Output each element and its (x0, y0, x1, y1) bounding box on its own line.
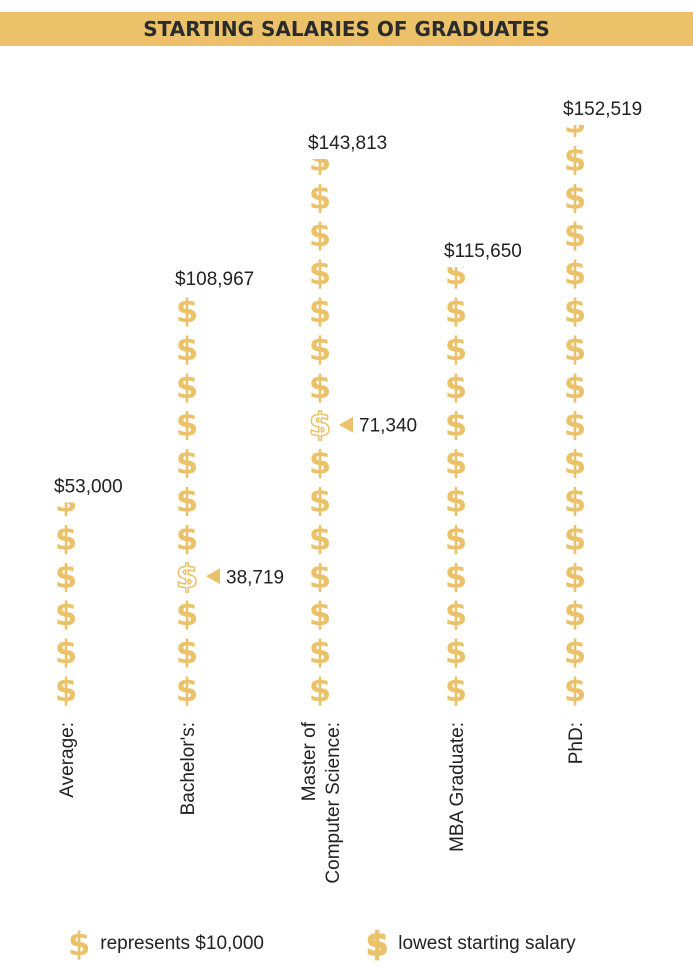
dollar-mark: $ (309, 557, 331, 595)
lowest-salary-label: 38,719 (226, 567, 284, 588)
dollar-mark: $ (176, 519, 198, 557)
dollar-mark: $ (55, 595, 77, 633)
dollar-mark: $ (445, 557, 467, 595)
dollar-mark: $ (564, 444, 586, 482)
title-bar: STARTING SALARIES OF GRADUATES (0, 12, 693, 46)
chart-title: STARTING SALARIES OF GRADUATES (143, 17, 550, 41)
value-label: $152,519 (563, 99, 642, 120)
lowest-salary-arrow (206, 568, 220, 585)
partial-dollar-mark: $ (564, 103, 586, 141)
dollar-mark: $ (55, 633, 77, 671)
value-label: $115,650 (444, 241, 522, 262)
partial-dollar-mark: $ (55, 482, 77, 520)
dollar-mark: $ (55, 557, 77, 595)
legend-unit-label: represents $10,000 (100, 933, 264, 954)
lowest-salary-label: 71,340 (359, 416, 417, 437)
dollar-mark: $ (445, 444, 467, 482)
value-label: $143,813 (308, 133, 387, 154)
category-label: MBA Graduate: (447, 722, 468, 852)
partial-dollar-mark: $ (445, 254, 467, 292)
category-label: PhD: (566, 722, 587, 764)
dollar-mark: $ (309, 330, 331, 368)
partial-dollar-mark: $ (309, 140, 331, 178)
dollar-mark: $ (564, 633, 586, 671)
value-label: $108,967 (175, 269, 254, 290)
lowest-salary-marker: $ (176, 557, 198, 595)
lowest-salary-marker: $ (309, 406, 331, 444)
dollar-mark: $ (309, 444, 331, 482)
dollar-mark: $ (445, 671, 467, 709)
dollar-mark: $ (445, 368, 467, 406)
dollar-mark: $ (445, 330, 467, 368)
dollar-mark: $ (176, 595, 198, 633)
dollar-mark: $ (309, 482, 331, 520)
dollar-mark: $ (176, 330, 198, 368)
dollar-mark: $ (176, 482, 198, 520)
dollar-mark: $ (309, 216, 331, 254)
category-label: Master of Computer Science: (299, 721, 344, 883)
dollar-mark: $ (445, 519, 467, 557)
dollar-mark: $ (564, 595, 586, 633)
outline-dollar-icon: $ (365, 925, 389, 963)
dollar-mark: $ (176, 368, 198, 406)
dollar-mark: $ (176, 444, 198, 482)
legend-lowest-label: lowest starting salary (398, 933, 576, 954)
dollar-mark: $ (309, 368, 331, 406)
dollar-mark: $ (445, 292, 467, 330)
dollar-mark: $ (309, 254, 331, 292)
dollar-mark: $ (176, 671, 198, 709)
dollar-mark: $ (564, 671, 586, 709)
lowest-salary-arrow (339, 416, 353, 433)
dollar-mark: $ (564, 216, 586, 254)
dollar-mark: $ (564, 406, 586, 444)
dollar-mark: $ (564, 330, 586, 368)
dollar-mark: $ (445, 406, 467, 444)
partial-dollar-mark: $ (176, 292, 198, 330)
dollar-mark: $ (55, 671, 77, 709)
dollar-mark: $ (564, 519, 586, 557)
dollar-mark: $ (564, 368, 586, 406)
value-label: $53,000 (54, 477, 123, 498)
legend-item-lowest: $ lowest starting salary (365, 925, 576, 963)
dollar-mark: $ (309, 595, 331, 633)
category-label: Average: (57, 722, 78, 798)
dollar-mark: $ (309, 178, 331, 216)
dollar-mark: $ (564, 140, 586, 178)
dollar-mark: $ (309, 671, 331, 709)
dollar-mark: $ (309, 519, 331, 557)
dollar-mark: $ (564, 482, 586, 520)
category-label: Bachelor's: (178, 722, 199, 815)
dollar-mark: $ (445, 482, 467, 520)
legend-item-unit: $ represents $10,000 (68, 926, 264, 962)
dollar-mark: $ (564, 557, 586, 595)
dollar-mark: $ (564, 292, 586, 330)
dollar-mark: $ (445, 633, 467, 671)
dollar-mark: $ (176, 406, 198, 444)
dollar-mark: $ (564, 254, 586, 292)
dollar-mark: $ (564, 178, 586, 216)
dollar-mark: $ (309, 633, 331, 671)
dollar-mark: $ (309, 292, 331, 330)
dollar-mark: $ (445, 595, 467, 633)
dollar-mark: $ (55, 519, 77, 557)
dollar-icon: $ (68, 925, 91, 963)
dollar-mark: $ (176, 633, 198, 671)
